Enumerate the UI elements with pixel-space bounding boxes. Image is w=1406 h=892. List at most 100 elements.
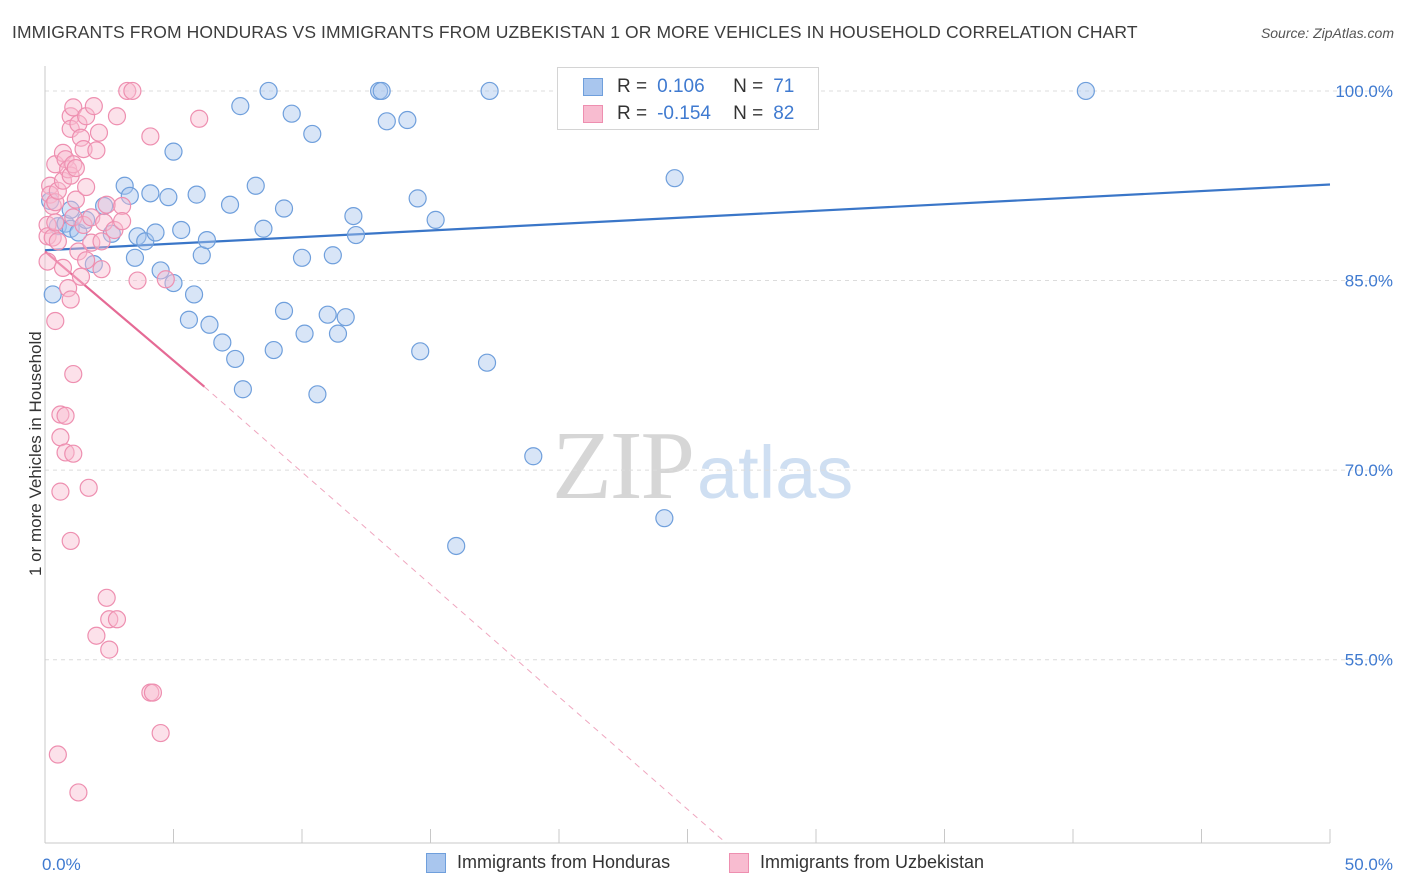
point-honduras	[115, 176, 134, 195]
point-honduras	[372, 81, 391, 101]
point-honduras	[120, 186, 139, 205]
legend-n-label: N =	[733, 76, 764, 97]
point-uzbekistan	[95, 213, 114, 232]
point-honduras	[292, 248, 312, 267]
point-uzbekistan	[143, 683, 163, 702]
y-tick-label: 70.0%	[1345, 461, 1393, 480]
point-honduras	[213, 333, 232, 352]
point-honduras	[274, 301, 294, 320]
point-honduras	[447, 536, 466, 556]
point-honduras	[274, 199, 294, 218]
point-uzbekistan	[51, 482, 70, 501]
point-honduras	[259, 81, 278, 101]
point-uzbekistan	[46, 193, 65, 212]
legend-swatch-uzbekistan	[729, 852, 749, 873]
point-honduras	[655, 509, 674, 528]
point-honduras	[184, 285, 204, 304]
point-uzbekistan	[46, 311, 65, 331]
y-tick-label: 55.0%	[1345, 651, 1393, 670]
point-uzbekistan	[48, 232, 67, 251]
legend-r-label: R =	[617, 103, 648, 124]
point-honduras	[346, 225, 366, 245]
x-tick-label: 0.0%	[42, 855, 81, 874]
point-uzbekistan	[112, 212, 132, 231]
point-uzbekistan	[84, 97, 103, 116]
legend-item-honduras: Immigrants from Honduras	[426, 852, 670, 873]
point-honduras	[43, 285, 62, 304]
point-honduras	[220, 195, 240, 214]
point-uzbekistan	[100, 610, 119, 629]
point-honduras	[254, 219, 273, 238]
y-tick-label: 85.0%	[1345, 272, 1393, 291]
point-honduras	[197, 231, 217, 250]
point-uzbekistan	[107, 107, 127, 126]
point-honduras	[192, 246, 211, 265]
point-uzbekistan	[97, 195, 116, 214]
point-uzbekistan	[48, 745, 67, 764]
point-uzbekistan	[128, 271, 147, 290]
source-credit: Source: ZipAtlas.com	[1260, 25, 1394, 41]
legend-n-label: N =	[733, 103, 764, 124]
point-honduras	[172, 220, 191, 240]
point-honduras	[480, 81, 499, 101]
point-uzbekistan	[71, 128, 91, 147]
point-uzbekistan	[89, 123, 109, 142]
point-uzbekistan	[77, 107, 96, 126]
correlation-legend: R = 0.106 N = 71 R = -0.154 N = 82	[557, 67, 819, 130]
point-honduras	[336, 308, 355, 327]
point-honduras	[151, 261, 170, 280]
point-honduras	[164, 142, 183, 161]
tick-labels: 100.0% 85.0% 70.0% 55.0% 0.0% 50.0%	[42, 82, 1393, 874]
point-uzbekistan	[48, 181, 67, 200]
point-honduras	[246, 176, 265, 195]
point-uzbekistan	[123, 81, 142, 101]
point-uzbekistan	[190, 109, 209, 128]
point-uzbekistan	[118, 81, 137, 101]
point-uzbekistan	[74, 215, 93, 235]
x-tick-label: 50.0%	[1345, 855, 1393, 874]
trend-lines	[44, 183, 1331, 844]
point-honduras	[1076, 81, 1095, 101]
point-honduras	[411, 342, 430, 361]
point-uzbekistan	[61, 290, 80, 309]
legend-n-value: 71	[773, 76, 795, 97]
point-uzbekistan	[87, 141, 106, 160]
trend-line-uzbekistan	[44, 250, 206, 388]
point-uzbekistan	[92, 232, 111, 251]
legend-r-value: 0.106	[657, 76, 705, 97]
point-honduras	[231, 97, 250, 116]
legend-item-uzbekistan: Immigrants from Uzbekistan	[729, 852, 984, 873]
point-honduras	[308, 385, 327, 404]
point-uzbekistan	[46, 213, 65, 232]
point-honduras	[264, 340, 283, 360]
point-honduras	[323, 246, 342, 265]
point-uzbekistan	[92, 260, 111, 279]
point-uzbekistan	[64, 364, 83, 384]
point-honduras	[303, 124, 322, 144]
point-honduras	[318, 305, 337, 324]
legend-swatch-honduras	[583, 78, 603, 96]
trend-line-uzbekistan-extension	[204, 386, 727, 844]
legend-n-value: 82	[773, 103, 795, 124]
point-honduras	[226, 349, 245, 369]
data-points	[38, 81, 1095, 802]
point-uzbekistan	[151, 723, 170, 743]
point-uzbekistan	[69, 114, 88, 133]
point-uzbekistan	[38, 252, 57, 271]
point-honduras	[328, 324, 348, 343]
point-honduras	[524, 447, 543, 466]
point-uzbekistan	[59, 279, 78, 298]
point-uzbekistan	[107, 610, 127, 629]
point-honduras	[295, 324, 314, 343]
point-honduras	[282, 104, 301, 123]
point-uzbekistan	[53, 258, 73, 278]
point-uzbekistan	[56, 443, 75, 462]
point-uzbekistan	[100, 640, 119, 659]
point-uzbekistan	[77, 251, 96, 270]
point-honduras	[141, 184, 160, 203]
y-tick-label: 100.0%	[1335, 82, 1393, 101]
point-honduras	[344, 206, 363, 226]
point-uzbekistan	[66, 158, 85, 178]
point-uzbekistan	[51, 428, 70, 447]
